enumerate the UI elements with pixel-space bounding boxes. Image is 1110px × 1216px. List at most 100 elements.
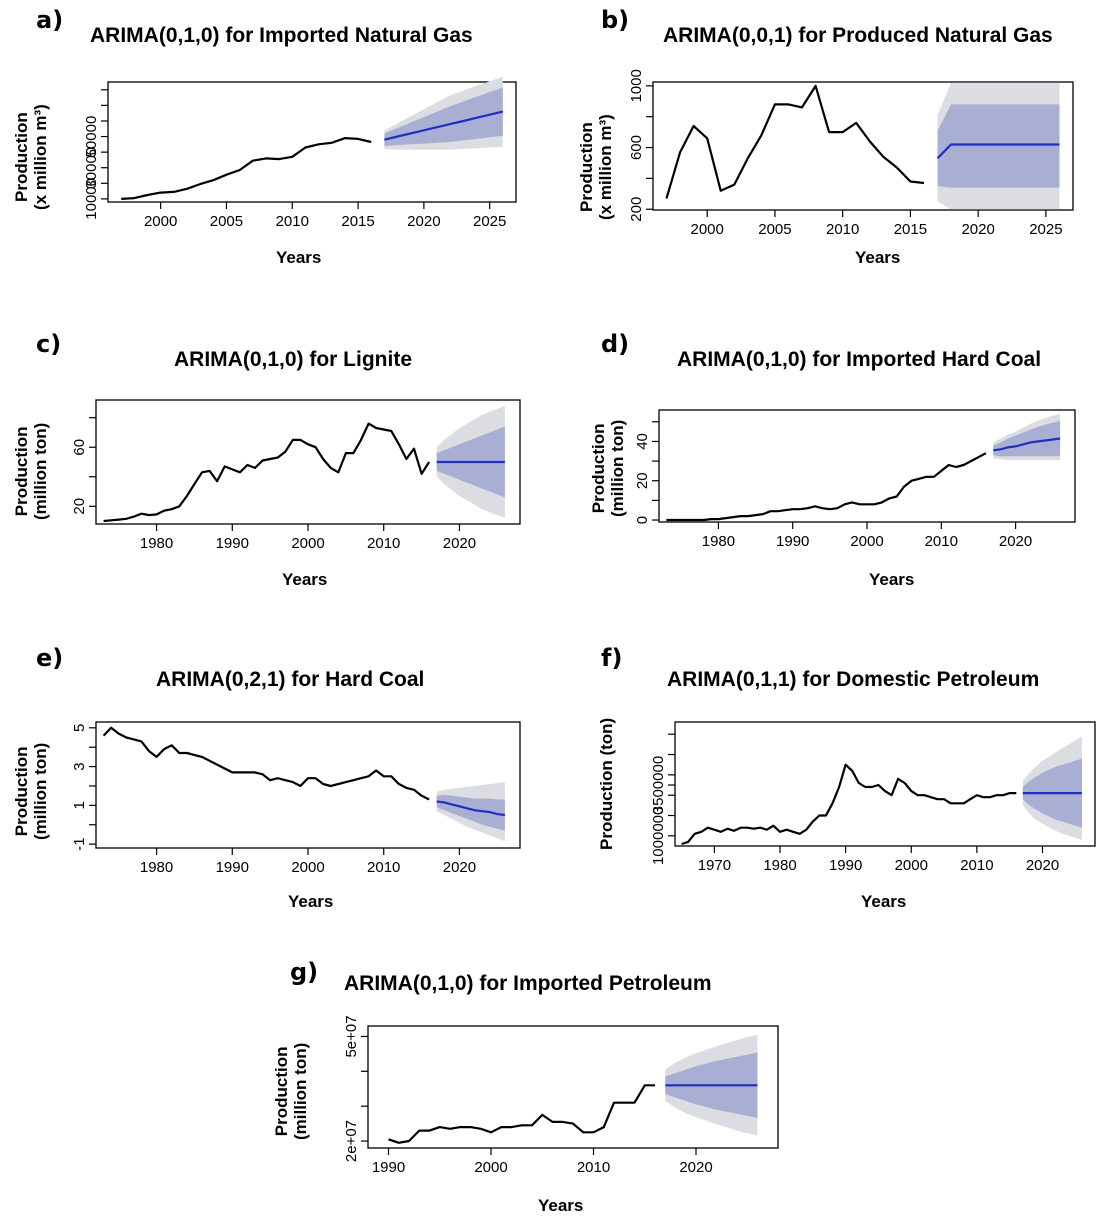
panel-label: e) [36, 644, 64, 672]
x-tick-label: 2010 [960, 857, 993, 874]
x-axis-label: Years [282, 570, 328, 589]
chart-title: ARIMA(0,1,0) for Imported Hard Coal [677, 348, 1042, 371]
x-tick-label: 1990 [216, 859, 249, 876]
forecast-line [936, 143, 1060, 160]
plot-frame [95, 721, 521, 849]
chart-svg: 1980 1990 2000 2010 2020 0 20 40 [634, 409, 1076, 550]
x-tick-label: 1980 [763, 857, 796, 874]
x-axis-label: Years [869, 570, 915, 589]
observed-line [121, 137, 372, 200]
x-tick-label: 2000 [474, 1159, 507, 1176]
forecast-line [993, 437, 1061, 452]
plot-frame [652, 81, 1074, 211]
x-tick-label: 2000 [691, 221, 724, 238]
panel-label: f) [601, 644, 623, 672]
x-tick-label: 2020 [1026, 857, 1059, 874]
x-tick-label: 2005 [210, 213, 243, 230]
chart-panel-a: a) ARIMA(0,1,0) for Imported Natural Gas P… [0, 0, 555, 300]
x-tick-label: 1980 [140, 859, 173, 876]
observed-line [102, 726, 430, 801]
y-tick-label: 3 [71, 762, 88, 770]
panel-label: a) [36, 6, 64, 34]
x-tick-label: 1980 [140, 535, 173, 552]
chart-title: ARIMA(0,1,0) for Imported Petroleum [344, 972, 712, 995]
x-axis-label: Years [538, 1196, 584, 1215]
y-tick-label: 20 [71, 498, 88, 515]
y-tick-label: 10000 [83, 178, 100, 220]
x-tick-label: 2020 [961, 221, 994, 238]
y-tick-label: 1 [71, 801, 88, 809]
chart-panel-f: f) ARIMA(0,1,1) for Domestic Petroleum Pro… [555, 640, 1110, 940]
chart-svg: 1990 2000 2010 2020 2e+07 5e+07 [343, 1015, 779, 1176]
x-tick-label: 1980 [702, 533, 735, 550]
x-tick-label: 2000 [144, 213, 177, 230]
chart-panel-g: g) ARIMA(0,1,0) for Imported Petroleum Pro… [260, 950, 860, 1216]
x-tick-label: 2000 [850, 533, 883, 550]
y-tick-label: 600 [628, 135, 645, 160]
forecast-band-80 [937, 104, 1060, 188]
forecast-line [436, 800, 506, 817]
chart-panel-c: c) ARIMA(0,1,0) for Lignite Production (mil… [0, 320, 555, 620]
x-tick-label: 1990 [776, 533, 809, 550]
forecast-band-80 [384, 87, 503, 146]
x-tick-label: 2005 [758, 221, 791, 238]
x-tick-label: 2010 [826, 221, 859, 238]
x-tick-label: 2010 [276, 213, 309, 230]
chart-title: ARIMA(0,0,1) for Produced Natural Gas [663, 24, 1053, 47]
plot-frame [674, 721, 1096, 847]
x-tick-label: 2010 [367, 859, 400, 876]
panel-label: c) [36, 330, 62, 358]
x-axis-label: Years [855, 248, 901, 267]
panel-label: d) [601, 330, 630, 358]
chart-title: ARIMA(0,1,1) for Domestic Petroleum [667, 668, 1040, 691]
y-tick-label: 60 [71, 439, 88, 456]
y-tick-label: 30000 [83, 147, 100, 189]
x-tick-label: 2025 [473, 213, 506, 230]
y-tick-label: 50000 [83, 116, 100, 158]
y-tick-label: 1000000 [650, 807, 667, 865]
x-tick-label: 1970 [698, 857, 731, 874]
y-tick-label: 1000 [628, 69, 645, 102]
panel-label: b) [601, 6, 630, 34]
x-tick-label: 2015 [341, 213, 374, 230]
chart-panel-d: d) ARIMA(0,1,0) for Imported Hard Coal Pro… [555, 320, 1110, 620]
x-tick-label: 2010 [367, 535, 400, 552]
x-tick-label: 2020 [999, 533, 1032, 550]
forecast-line [384, 110, 504, 141]
chart-svg: 2000 2005 2010 2015 2020 2025 200 600 1000 [628, 69, 1074, 238]
forecast-band-80 [436, 794, 505, 831]
x-tick-label: 2000 [291, 859, 324, 876]
x-tick-label: 2000 [291, 535, 324, 552]
x-tick-label: 2020 [443, 859, 476, 876]
x-tick-label: 2020 [443, 535, 476, 552]
chart-title: ARIMA(0,1,0) for Imported Natural Gas [90, 24, 473, 47]
x-tick-label: 2015 [894, 221, 927, 238]
observed-line [666, 452, 987, 522]
y-tick-label: 5 [71, 724, 88, 732]
chart-svg: 1980 1990 2000 2010 2020 -1 1 3 5 [71, 721, 521, 876]
x-tick-label: 2010 [925, 533, 958, 550]
y-tick-label: 3500000 [650, 756, 667, 814]
x-tick-label: 2020 [407, 213, 440, 230]
observed-line [665, 84, 925, 199]
x-tick-label: 2020 [679, 1159, 712, 1176]
y-tick-label: 20 [634, 472, 651, 489]
y-tick-label: 5e+07 [343, 1015, 360, 1057]
x-axis-label: Years [276, 248, 322, 267]
x-tick-label: 1990 [829, 857, 862, 874]
x-tick-label: 1990 [372, 1159, 405, 1176]
observed-line [388, 1084, 655, 1144]
y-tick-label: 0 [634, 516, 651, 524]
y-tick-label: 200 [628, 197, 645, 222]
plot-frame [367, 1025, 779, 1149]
x-tick-label: 2010 [577, 1159, 610, 1176]
chart-panel-b: b) ARIMA(0,0,1) for Produced Natural Gas P… [555, 0, 1110, 300]
plot-frame [107, 81, 517, 203]
x-tick-label: 1990 [216, 535, 249, 552]
chart-title: ARIMA(0,2,1) for Hard Coal [156, 668, 425, 691]
y-tick-label: -1 [71, 837, 88, 850]
x-tick-label: 2025 [1029, 221, 1062, 238]
